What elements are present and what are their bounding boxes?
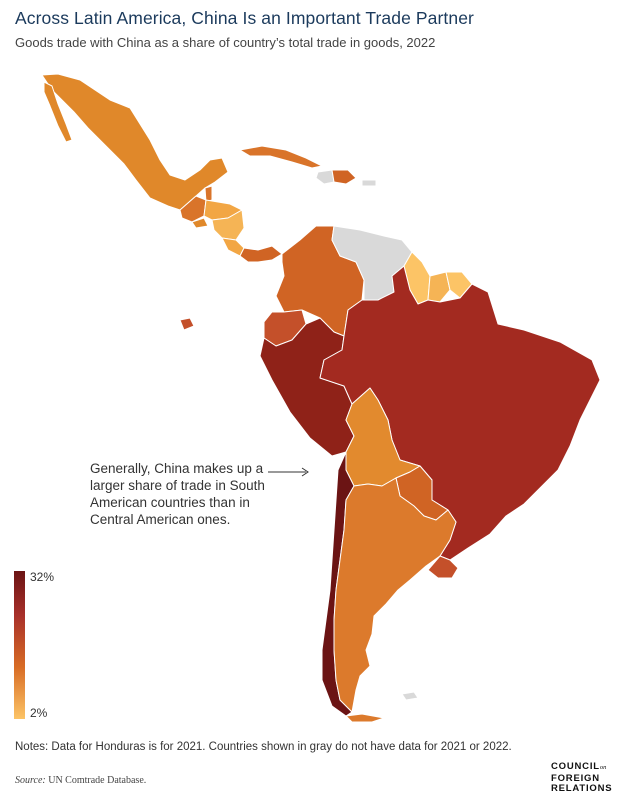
region-mexico[interactable]: Mexico bbox=[41, 73, 229, 211]
region-costa-rica[interactable]: Costa Rica bbox=[221, 237, 245, 257]
legend-min-label: 2% bbox=[30, 706, 48, 720]
region-dominican-republic[interactable]: Dominican Republic bbox=[331, 169, 357, 185]
chart-title: Across Latin America, China Is an Import… bbox=[15, 8, 474, 28]
region-el-salvador[interactable]: El Salvador bbox=[191, 217, 209, 229]
cfr-logo[interactable]: COUNCILon FOREIGN RELATIONS bbox=[551, 761, 613, 795]
source-label: Source: bbox=[15, 775, 46, 786]
legend-max-label: 32% bbox=[30, 570, 55, 584]
region-ecuador-galapagos[interactable]: Ecuador bbox=[179, 317, 195, 331]
chart-source: Source: UN Comtrade Database. bbox=[15, 775, 146, 786]
logo-on: on bbox=[599, 764, 607, 771]
region-nicaragua[interactable]: Nicaragua bbox=[211, 209, 245, 241]
region-belize[interactable]: Belize bbox=[204, 185, 213, 203]
latin-america-map: Mexico Mexico Guatemala Belize El Salvad… bbox=[41, 73, 601, 723]
region-falklands[interactable]: Haiti bbox=[401, 691, 419, 701]
region-mexico-baja[interactable]: Mexico bbox=[43, 81, 73, 143]
map-annotation: Generally, China makes up a larger share… bbox=[90, 461, 265, 527]
logo-line-1: COUNCIL bbox=[551, 761, 600, 772]
region-uruguay[interactable]: Uruguay bbox=[427, 555, 459, 579]
region-haiti[interactable]: Haiti bbox=[315, 169, 335, 185]
chart-notes: Notes: Data for Honduras is for 2021. Co… bbox=[15, 741, 512, 753]
region-panama[interactable]: Panama bbox=[239, 245, 283, 263]
source-text: UN Comtrade Database. bbox=[48, 775, 147, 786]
region-argentina-tdf[interactable]: Argentina bbox=[345, 713, 385, 723]
chart-subtitle: Goods trade with China as a share of cou… bbox=[15, 35, 436, 50]
region-suriname[interactable]: Suriname bbox=[427, 271, 451, 303]
region-puerto-rico[interactable]: Haiti bbox=[361, 179, 377, 187]
region-cuba[interactable]: Cuba bbox=[239, 145, 323, 169]
legend-color-scale bbox=[14, 571, 25, 719]
region-argentina[interactable]: Argentina bbox=[333, 477, 457, 713]
logo-line-3: RELATIONS bbox=[551, 783, 613, 794]
logo-line-2: FOREIGN bbox=[551, 772, 600, 784]
annotation-arrow-icon bbox=[268, 467, 309, 477]
